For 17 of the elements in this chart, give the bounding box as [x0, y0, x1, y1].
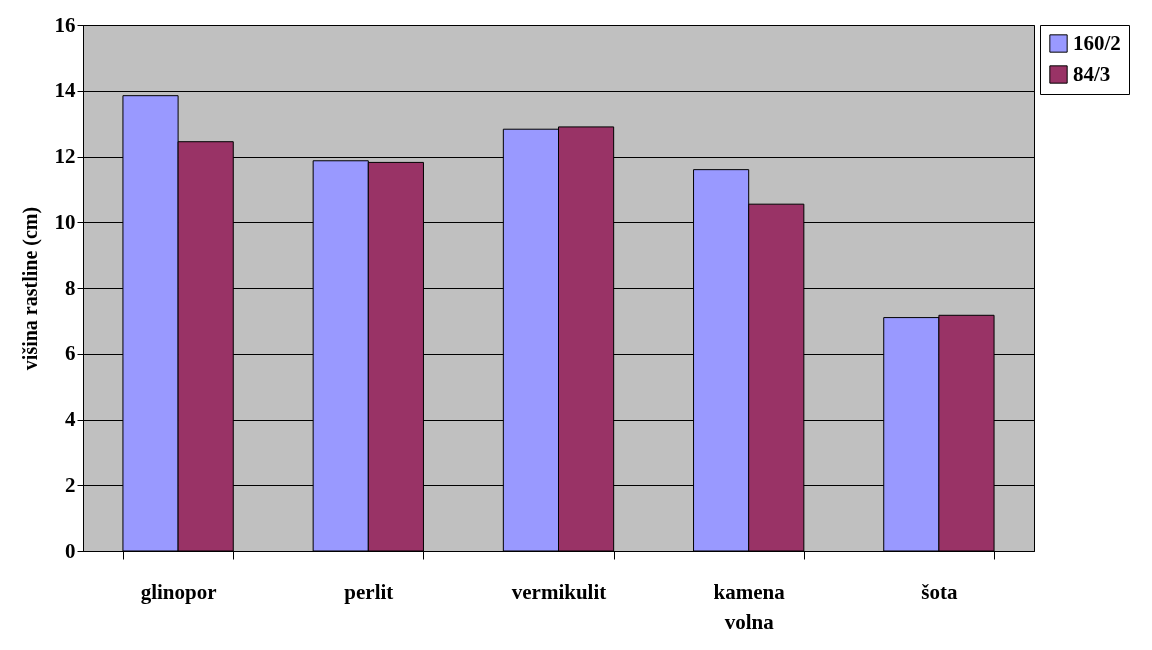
y-tick-label: 0 — [65, 538, 76, 563]
y-tick-label: 14 — [54, 78, 76, 103]
x-tick-label: vermikulit — [511, 579, 607, 604]
y-tick-label: 6 — [65, 341, 76, 366]
y-tick-label: 4 — [65, 407, 76, 431]
y-tick-label: 8 — [65, 275, 76, 300]
y-tick-label: 10 — [54, 209, 76, 234]
y-tick-label: 16 — [54, 12, 76, 37]
x-tick-label: perlit — [344, 579, 394, 604]
legend-label: 84/3 — [1073, 61, 1111, 86]
x-tick-label: šota — [921, 579, 958, 604]
x-tick-label: glinopor — [140, 579, 217, 604]
y-tick-label: 2 — [65, 472, 76, 497]
y-axis-title: višina rastline (cm) — [18, 206, 42, 371]
x-tick-label: kamena volna — [713, 579, 786, 634]
y-tick-label: 12 — [54, 144, 76, 168]
legend-label: 160/2 — [1073, 30, 1121, 55]
